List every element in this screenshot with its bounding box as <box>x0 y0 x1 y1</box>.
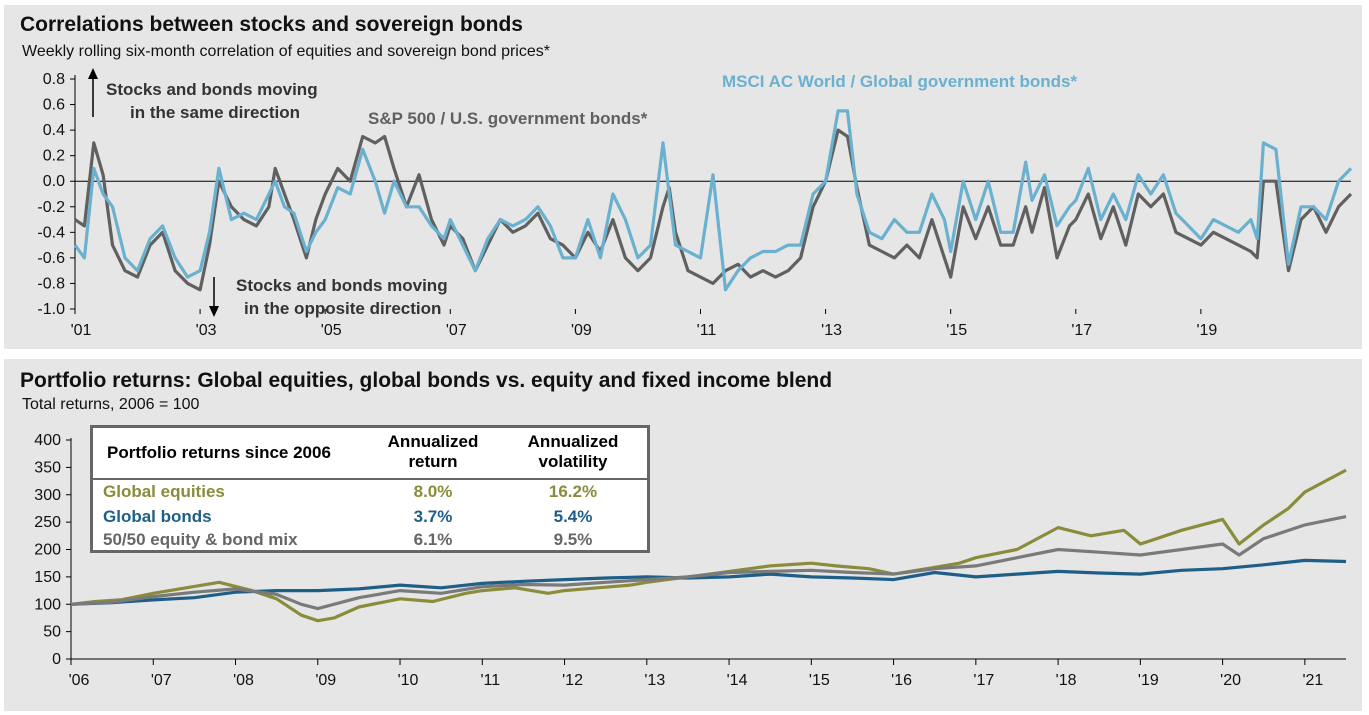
table-row-blend-volatility: 9.5% <box>553 530 593 549</box>
x-tick-label: '17 <box>973 672 994 689</box>
y-tick-label: -1.0 <box>37 301 65 318</box>
y-tick-label: -0.8 <box>37 275 65 292</box>
annotation-opposite-direction-line2: in the opposite direction <box>244 299 441 318</box>
returns-title: Portfolio returns: Global equities, glob… <box>20 369 833 392</box>
y-tick-label: 300 <box>34 487 61 504</box>
portfolio-returns-table: Portfolio returns since 2006 Annualized … <box>90 425 650 553</box>
x-tick-label: '12 <box>562 672 583 689</box>
x-tick-label: '14 <box>727 672 748 689</box>
x-tick-label: '07 <box>446 322 467 339</box>
table-row-blend-return: 6.1% <box>413 530 453 549</box>
x-tick-label: '17 <box>1071 322 1092 339</box>
returns-subtitle: Total returns, 2006 = 100 <box>22 396 200 413</box>
down-arrow-head <box>209 306 219 317</box>
y-tick-label: 250 <box>34 514 61 531</box>
up-arrow-head <box>88 68 98 79</box>
table-col-return-line2: return <box>408 452 458 471</box>
table-row-bonds-return: 3.7% <box>413 507 453 526</box>
returns-chart: 0 50 100 150 200 250 300 350 400 '06 '07 '08 '09 '10 '… <box>34 432 1347 689</box>
y-tick-label: 350 <box>34 459 61 476</box>
x-tick-label: '16 <box>891 672 912 689</box>
blend-line <box>70 515 1347 611</box>
sp500-correlation-line <box>74 128 1353 292</box>
annotation-same-direction-line2: in the same direction <box>130 103 300 122</box>
x-tick-label: '11 <box>697 322 717 339</box>
correlation-chart: 0.8 0.6 0.4 0.2 0.0 -0.2 -0.4 -0.6 -0.8 -1.0 '01 '0… <box>37 68 1353 339</box>
y-tick-label: -0.6 <box>37 250 65 267</box>
x-tick-label: '09 <box>571 322 592 339</box>
msci-series-label: MSCI AC World / Global government bonds* <box>722 72 1078 91</box>
x-tick-label: '13 <box>644 672 665 689</box>
y-tick-label: 100 <box>34 596 61 613</box>
table-header <box>93 428 647 480</box>
x-tick-label: '13 <box>821 322 842 339</box>
x-tick-label: '01 <box>71 322 92 339</box>
table-col-volatility-line1: Annualized <box>527 432 619 451</box>
x-tick-label: '11 <box>480 672 500 689</box>
returns-panel: Portfolio returns: Global equities, glob… <box>4 359 1362 711</box>
table-col-return-line1: Annualized <box>387 432 479 451</box>
table-row-equities-volatility: 16.2% <box>548 482 598 501</box>
table-row-bonds-volatility: 5.4% <box>553 507 593 526</box>
annotation-opposite-direction-line1: Stocks and bonds moving <box>236 276 448 295</box>
x-tick-label: '10 <box>398 672 419 689</box>
annotation-same-direction-line1: Stocks and bonds moving <box>106 80 318 99</box>
correlation-panel: Correlations between stocks and sovereig… <box>4 5 1362 349</box>
x-tick-label: '05 <box>321 322 342 339</box>
global-bonds-line <box>70 558 1347 606</box>
x-tick-label: '19 <box>1196 322 1217 339</box>
y-tick-label: 200 <box>34 542 61 559</box>
table-row-equities-return: 8.0% <box>413 482 453 501</box>
sp500-series-label: S&P 500 / U.S. government bonds* <box>368 109 648 128</box>
x-tick-label: '15 <box>946 322 967 339</box>
table-row-equities-name: Global equities <box>103 482 225 501</box>
x-tick-label: '18 <box>1056 672 1077 689</box>
correlation-subtitle: Weekly rolling six-month correlation of … <box>22 43 550 60</box>
table-header-label: Portfolio returns since 2006 <box>107 443 331 462</box>
table-col-volatility-line2: volatility <box>538 452 608 471</box>
x-tick-label: '15 <box>809 672 830 689</box>
y-tick-label: 400 <box>34 432 61 449</box>
y-tick-label: 50 <box>43 624 61 641</box>
x-tick-label: '08 <box>233 672 254 689</box>
y-tick-label: 150 <box>34 569 61 586</box>
x-tick-label: '07 <box>151 672 172 689</box>
x-tick-label: '06 <box>69 672 90 689</box>
y-tick-label: 0.8 <box>43 71 65 88</box>
table-row-blend-name: 50/50 equity & bond mix <box>103 530 298 549</box>
msci-correlation-line <box>73 109 1353 292</box>
y-tick-label: 0 <box>52 651 61 668</box>
x-tick-label: '09 <box>315 672 336 689</box>
y-tick-label: -0.2 <box>37 199 65 216</box>
x-tick-label: '20 <box>1220 672 1241 689</box>
y-tick-label: -0.4 <box>37 224 65 241</box>
correlation-title: Correlations between stocks and sovereig… <box>20 13 523 36</box>
y-tick-label: 0.0 <box>43 173 65 190</box>
x-tick-label: '21 <box>1302 672 1323 689</box>
y-tick-label: 0.6 <box>43 97 65 114</box>
y-tick-label: 0.2 <box>43 148 65 165</box>
y-tick-label: 0.4 <box>43 122 65 139</box>
table-row-bonds-name: Global bonds <box>103 507 212 526</box>
x-tick-label: '03 <box>196 322 217 339</box>
x-tick-label: '19 <box>1138 672 1159 689</box>
